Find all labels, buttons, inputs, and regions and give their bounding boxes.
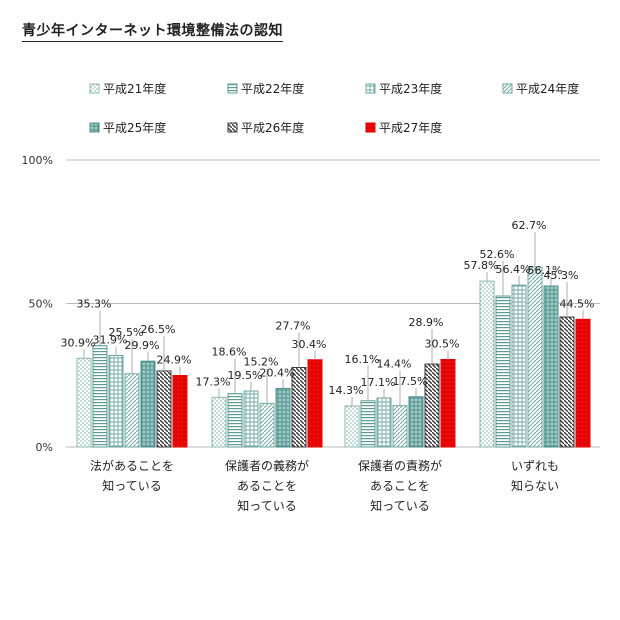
data-label: 19.5% <box>228 369 263 382</box>
bar <box>543 285 559 448</box>
y-tick-label: 0% <box>36 441 53 454</box>
category-label: あることを <box>370 479 430 493</box>
bar <box>227 393 243 448</box>
legend-swatch <box>227 83 238 94</box>
data-label: 30.5% <box>425 337 460 350</box>
bar <box>211 396 227 448</box>
legend-label: 平成22年度 <box>241 81 304 96</box>
data-label: 20.4% <box>260 366 295 379</box>
data-label: 35.3% <box>77 298 112 311</box>
bar <box>575 318 591 448</box>
data-label: 26.5% <box>141 323 176 336</box>
legend-swatch <box>89 83 100 94</box>
data-label: 56.4% <box>496 263 531 276</box>
data-label: 14.3% <box>329 384 364 397</box>
bar <box>140 360 156 448</box>
bar <box>511 284 527 448</box>
legend-label: 平成21年度 <box>103 81 166 96</box>
data-label: 17.5% <box>393 375 428 388</box>
data-label: 18.6% <box>212 346 247 359</box>
bar <box>108 354 124 448</box>
bar <box>440 358 456 448</box>
bar <box>479 280 495 448</box>
data-label: 31.9% <box>93 333 128 346</box>
legend-swatch <box>89 122 100 133</box>
bar <box>307 359 323 448</box>
bar <box>259 402 275 448</box>
legend-label: 平成27年度 <box>379 120 442 135</box>
bar <box>392 405 408 448</box>
data-label: 29.9% <box>125 339 160 352</box>
data-label: 45.3% <box>544 269 579 282</box>
bar <box>408 396 424 448</box>
page-title: 青少年インターネット環境整備法の認知 <box>22 20 283 42</box>
data-label: 24.9% <box>157 354 192 367</box>
category-label: 保護者の責務が <box>358 458 442 473</box>
category-label: あることを <box>237 479 297 493</box>
data-label: 62.7% <box>512 219 547 232</box>
bar <box>172 375 188 448</box>
data-label: 27.7% <box>276 320 311 333</box>
legend-label: 平成23年度 <box>379 81 442 96</box>
y-tick-label: 50% <box>29 298 53 311</box>
bar <box>360 400 376 448</box>
category-label: 知っている <box>237 499 296 513</box>
bar <box>376 397 392 448</box>
data-label: 25.5% <box>109 326 144 339</box>
legend-swatch <box>227 122 238 133</box>
category-label: 知っている <box>370 499 429 513</box>
bar <box>344 405 360 448</box>
bar <box>156 370 172 448</box>
category-label: 保護者の義務が <box>225 458 309 473</box>
legend-label: 平成25年度 <box>103 120 166 135</box>
bar <box>527 266 543 448</box>
data-label: 56.1% <box>528 264 563 277</box>
data-label: 16.1% <box>345 353 380 366</box>
data-label: 30.4% <box>292 338 327 351</box>
legend-swatch <box>365 83 376 94</box>
bar <box>76 357 92 448</box>
bar <box>275 387 291 448</box>
legend-label: 平成26年度 <box>241 120 304 135</box>
y-tick-label: 100% <box>22 154 53 167</box>
legend-swatch <box>365 122 376 133</box>
bar <box>243 390 259 448</box>
data-label: 17.1% <box>361 376 396 389</box>
category-label: 知っている <box>102 479 161 493</box>
data-label: 15.2% <box>244 355 279 368</box>
data-label: 17.3% <box>196 375 231 388</box>
category-label: いずれも <box>511 459 559 473</box>
bar <box>495 295 511 448</box>
data-label: 14.4% <box>377 358 412 371</box>
legend-label: 平成24年度 <box>516 81 579 96</box>
data-label: 30.9% <box>61 336 96 349</box>
legend-swatch <box>502 83 513 94</box>
bar <box>559 316 575 448</box>
bar <box>92 345 108 448</box>
data-label: 28.9% <box>409 316 444 329</box>
bar <box>124 373 140 448</box>
category-label: 法があることを <box>90 458 174 473</box>
data-label: 44.5% <box>560 297 595 310</box>
data-label: 57.8% <box>464 259 499 272</box>
data-label: 52.6% <box>480 248 515 261</box>
category-label: 知らない <box>511 479 559 493</box>
